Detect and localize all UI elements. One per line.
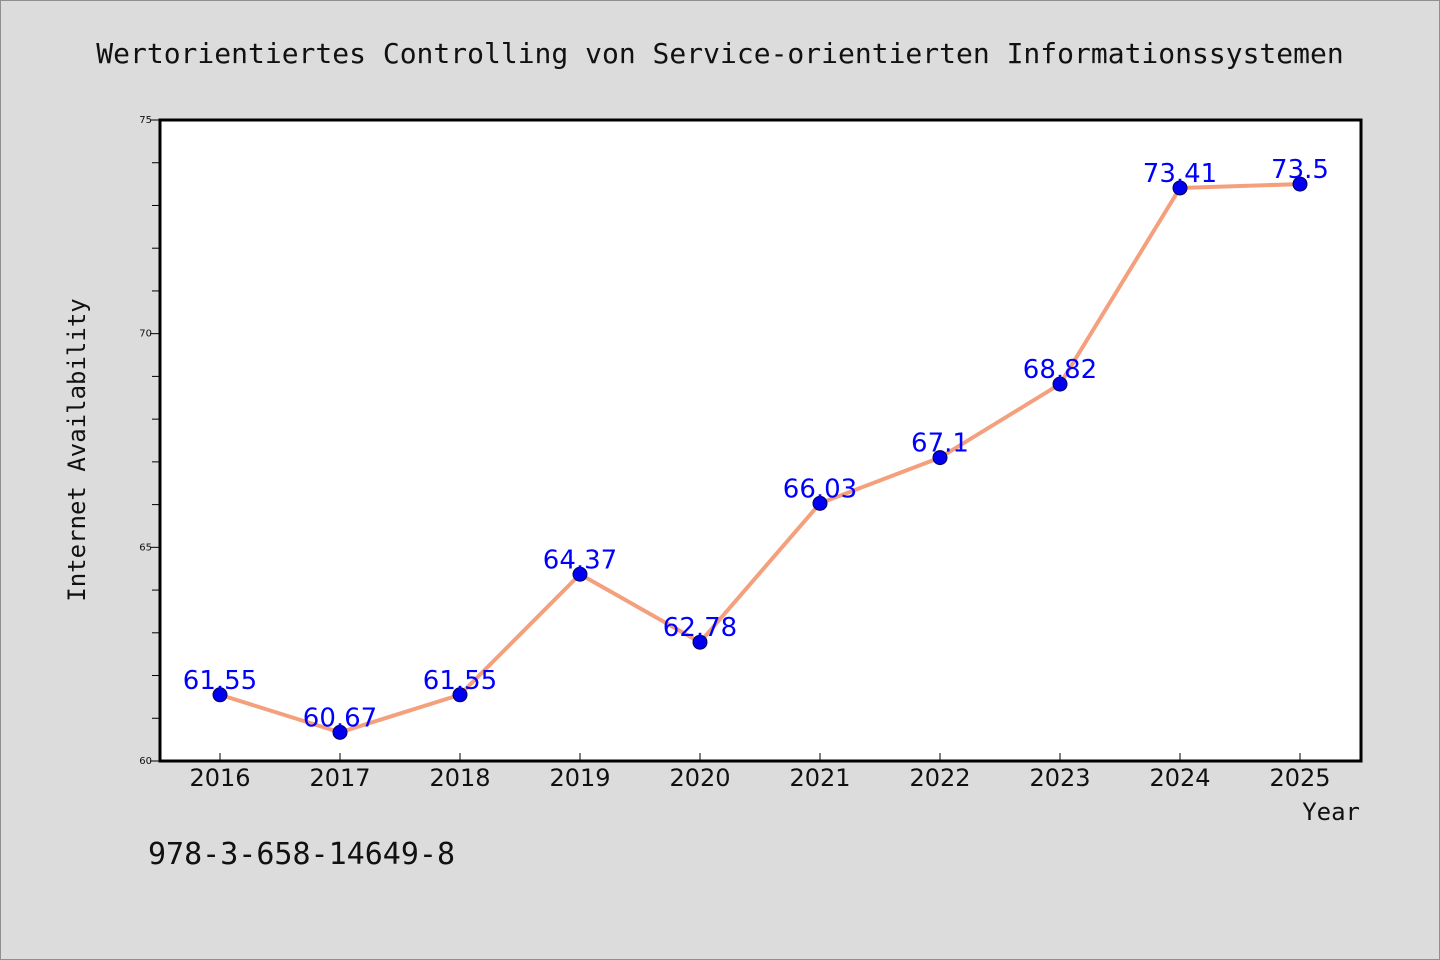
data-label: 60.67 bbox=[303, 703, 377, 733]
series-line bbox=[218, 182, 1302, 735]
x-tick-label: 2019 bbox=[549, 764, 610, 792]
data-label: 64.37 bbox=[543, 545, 617, 575]
chart-title: Wertorientiertes Controlling von Service… bbox=[96, 37, 1343, 70]
x-axis: 2016 2017 2018 2019 2020 2021 2022 2023 2024 2025 bbox=[189, 753, 1331, 792]
data-label: 62.78 bbox=[663, 613, 737, 643]
x-tick-label: 2020 bbox=[669, 764, 730, 792]
isbn-text: 978-3-658-14649-8 bbox=[148, 837, 455, 872]
plot-area bbox=[158, 118, 1363, 763]
x-tick-label: 2023 bbox=[1029, 764, 1090, 792]
y-tick-label: 75 bbox=[139, 115, 152, 126]
x-tick-label: 2022 bbox=[909, 764, 970, 792]
data-point bbox=[212, 687, 228, 703]
data-label: 61.55 bbox=[423, 666, 497, 696]
x-tick-label: 2021 bbox=[789, 764, 850, 792]
data-point bbox=[1172, 180, 1188, 196]
data-point bbox=[1052, 376, 1068, 392]
data-point bbox=[1292, 176, 1308, 192]
x-tick-label: 2017 bbox=[309, 764, 370, 792]
x-tick-label: 2016 bbox=[189, 764, 250, 792]
x-tick-label: 2018 bbox=[429, 764, 490, 792]
x-tick-label: 2025 bbox=[1269, 764, 1330, 792]
y-axis-label: Internet Availability bbox=[63, 298, 91, 601]
x-tick-label: 2024 bbox=[1149, 764, 1210, 792]
data-label: 61.55 bbox=[183, 666, 257, 696]
data-label: 73.5 bbox=[1271, 155, 1329, 185]
series-group: 61.55 60.67 61.55 64.37 62.78 66.03 67.1 68.82 7… bbox=[183, 155, 1329, 740]
data-point bbox=[452, 687, 468, 703]
data-point bbox=[572, 566, 588, 582]
data-point bbox=[812, 495, 828, 511]
y-tick-label: 65 bbox=[139, 542, 152, 553]
data-label: 73.41 bbox=[1143, 159, 1217, 189]
data-label: 66.03 bbox=[783, 474, 857, 504]
data-label: 67.1 bbox=[911, 429, 969, 459]
x-axis-label: Year bbox=[1302, 798, 1360, 826]
data-point bbox=[932, 450, 948, 466]
data-point bbox=[332, 724, 348, 740]
y-tick-label: 70 bbox=[139, 329, 152, 340]
data-point bbox=[692, 634, 708, 650]
y-axis: 60 65 70 75 bbox=[139, 115, 160, 767]
data-label: 68.82 bbox=[1023, 355, 1097, 385]
y-tick-label: 60 bbox=[139, 756, 152, 767]
